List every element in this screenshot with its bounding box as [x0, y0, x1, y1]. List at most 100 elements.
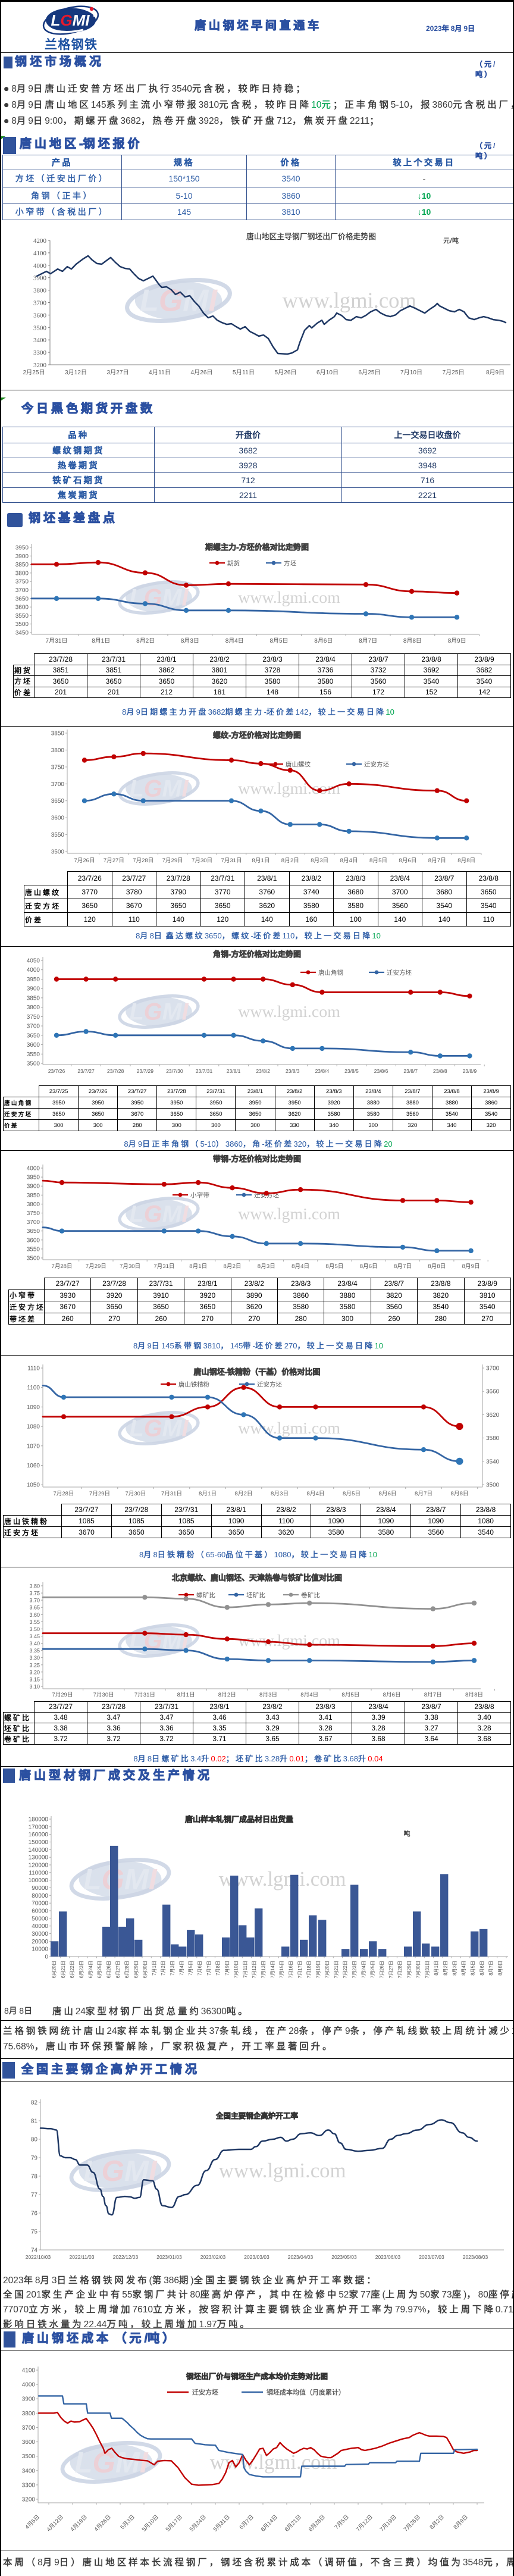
svg-text:3650: 3650 [51, 798, 65, 805]
svg-text:3200: 3200 [33, 362, 47, 369]
svg-text:8月7日: 8月7日 [394, 1263, 412, 1270]
svg-text:坯矿比: 坯矿比 [246, 1591, 265, 1599]
svg-text:160000: 160000 [29, 1832, 49, 1838]
svg-text:2023/01/03: 2023/01/03 [156, 2254, 182, 2260]
svg-text:唐山螺纹: 唐山螺纹 [286, 760, 311, 768]
svg-text:8月4日: 8月4日 [461, 1961, 466, 1976]
svg-text:3600: 3600 [51, 815, 65, 822]
svg-text:3700: 3700 [22, 2425, 36, 2431]
svg-text:3.50: 3.50 [29, 1626, 40, 1632]
svg-text:8月5日: 8月5日 [341, 1692, 359, 1698]
svg-text:3900: 3900 [15, 553, 29, 560]
svg-text:7月5日: 7月5日 [333, 2514, 350, 2531]
svg-text:3300: 3300 [33, 349, 47, 356]
svg-text:7月26日: 7月26日 [74, 857, 95, 864]
svg-text:7月19日: 7月19日 [315, 1961, 321, 1978]
svg-text:www.lgmi.com: www.lgmi.com [238, 780, 340, 798]
svg-text:3800: 3800 [33, 287, 47, 295]
svg-text:7月30日: 7月30日 [126, 1491, 146, 1497]
svg-text:8月9日: 8月9日 [448, 637, 466, 644]
svg-text:7月28日: 7月28日 [54, 1491, 74, 1497]
svg-text:3.10: 3.10 [29, 1684, 40, 1690]
svg-text:8月3日: 8月3日 [271, 1491, 289, 1497]
svg-text:7月31日: 7月31日 [46, 637, 68, 644]
svg-text:螺纹-方坯价格对比走势图: 螺纹-方坯价格对比走势图 [213, 731, 301, 740]
svg-text:1070: 1070 [27, 1443, 40, 1450]
svg-text:6月28日: 6月28日 [308, 2514, 327, 2533]
svg-text:3550: 3550 [51, 832, 65, 838]
svg-text:3800: 3800 [22, 2411, 36, 2417]
svg-text:www.lgmi.com: www.lgmi.com [238, 1003, 340, 1021]
svg-text:3800: 3800 [27, 1201, 40, 1208]
svg-text:3750: 3750 [27, 1210, 40, 1217]
svg-text:4100: 4100 [22, 2368, 36, 2374]
svg-text:1060: 1060 [27, 1463, 40, 1469]
svg-text:7月1日: 7月1日 [152, 1961, 157, 1976]
svg-text:8月7日: 8月7日 [415, 1491, 432, 1497]
svg-text:81: 81 [31, 2118, 38, 2125]
svg-text:1100: 1100 [27, 1385, 40, 1391]
svg-text:8月9日: 8月9日 [462, 1263, 480, 1270]
svg-text:8月3日: 8月3日 [181, 637, 199, 644]
svg-text:8月2日: 8月2日 [443, 1961, 449, 1976]
svg-text:卷矿比: 卷矿比 [301, 1591, 320, 1599]
svg-text:7月31日: 7月31日 [221, 857, 242, 864]
svg-text:3550: 3550 [15, 613, 29, 619]
svg-text:7月9日: 7月9日 [224, 1961, 230, 1976]
svg-text:7月31日: 7月31日 [161, 1491, 182, 1497]
svg-text:3.15: 3.15 [29, 1676, 40, 1682]
svg-text:4月19日: 4月19日 [70, 2514, 89, 2533]
svg-text:8月5日: 8月5日 [325, 1263, 343, 1270]
svg-text:3700: 3700 [486, 1366, 500, 1372]
svg-text:80000: 80000 [32, 1893, 48, 1899]
svg-text:6月27日: 6月27日 [115, 1961, 121, 1978]
svg-text:23/7/26: 23/7/26 [48, 1068, 65, 1074]
svg-text:7月11日: 7月11日 [243, 1961, 248, 1978]
svg-text:7月26日: 7月26日 [380, 1961, 385, 1978]
svg-text:钢坯出厂价与钢坯生产成本均价走势对比图: 钢坯出厂价与钢坯生产成本均价走势对比图 [186, 2372, 328, 2381]
svg-text:3500: 3500 [27, 1256, 40, 1262]
svg-text:LGMI: LGMI [130, 999, 189, 1025]
svg-text:3950: 3950 [15, 545, 29, 552]
svg-text:LGMI: LGMI [83, 1863, 157, 1896]
svg-text:8月1日: 8月1日 [252, 857, 269, 864]
svg-text:3550: 3550 [27, 1246, 40, 1253]
svg-text:7月23日: 7月23日 [352, 1961, 358, 1978]
svg-text:2023/07/03: 2023/07/03 [419, 2254, 444, 2260]
svg-text:100000: 100000 [29, 1877, 49, 1884]
svg-text:3950: 3950 [27, 976, 40, 983]
svg-text:23/8/1: 23/8/1 [227, 1068, 241, 1074]
svg-text:8月3日: 8月3日 [259, 1692, 277, 1698]
svg-text:钢坯成本均值（月度累计）: 钢坯成本均值（月度累计） [267, 2388, 345, 2396]
svg-text:7月7日: 7月7日 [206, 1961, 212, 1976]
svg-text:8月5日: 8月5日 [471, 1961, 476, 1976]
svg-text:120000: 120000 [29, 1863, 49, 1869]
svg-text:6月10日: 6月10日 [316, 369, 339, 376]
svg-text:7月29日: 7月29日 [162, 857, 183, 864]
svg-text:3500: 3500 [51, 849, 65, 856]
svg-text:www.lgmi.com: www.lgmi.com [238, 589, 340, 607]
svg-text:唐山样本轧钢厂成品材日出货量: 唐山样本轧钢厂成品材日出货量 [185, 1815, 293, 1824]
svg-text:3540: 3540 [486, 1458, 500, 1465]
svg-text:4050: 4050 [27, 958, 40, 965]
svg-text:1110: 1110 [27, 1366, 40, 1372]
svg-text:期螺主力-方坯价格对比走势图: 期螺主力-方坯价格对比走势图 [205, 543, 309, 552]
svg-text:170000: 170000 [29, 1824, 49, 1830]
svg-text:3.30: 3.30 [29, 1655, 40, 1661]
svg-text:5月10日: 5月10日 [141, 2514, 160, 2533]
svg-text:4月5日: 4月5日 [24, 2514, 41, 2531]
svg-text:3.70: 3.70 [29, 1598, 40, 1604]
svg-text:8月1日: 8月1日 [199, 1491, 217, 1497]
svg-text:3650: 3650 [15, 596, 29, 602]
svg-text:8月6日: 8月6日 [360, 1263, 378, 1270]
svg-text:1080: 1080 [27, 1424, 40, 1431]
svg-text:3.45: 3.45 [29, 1633, 40, 1639]
svg-text:3月27日: 3月27日 [107, 369, 129, 376]
svg-text:3500: 3500 [33, 324, 47, 331]
svg-text:2023/03/03: 2023/03/03 [244, 2254, 269, 2260]
svg-text:唐山钢坯-铁精粉（干基）价格对比图: 唐山钢坯-铁精粉（干基）价格对比图 [194, 1367, 321, 1376]
svg-text:螺矿比: 螺矿比 [196, 1591, 215, 1599]
svg-text:7月17日: 7月17日 [297, 1961, 303, 1978]
svg-text:2023/04/03: 2023/04/03 [288, 2254, 314, 2260]
svg-text:7月22日: 7月22日 [343, 1961, 348, 1978]
